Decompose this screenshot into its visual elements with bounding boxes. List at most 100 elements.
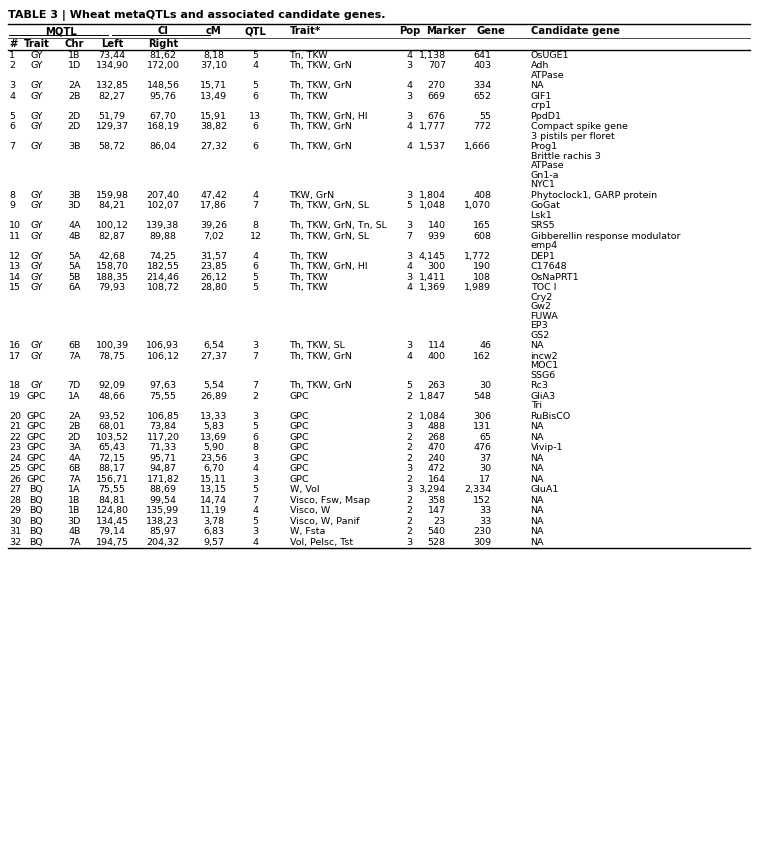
Text: 1,777: 1,777 (418, 122, 446, 132)
Text: 100,12: 100,12 (96, 221, 129, 230)
Text: 676: 676 (428, 112, 446, 120)
Text: 2D: 2D (67, 433, 81, 442)
Text: 31: 31 (9, 527, 21, 537)
Text: 15: 15 (9, 283, 21, 292)
Text: 2B: 2B (68, 422, 80, 431)
Text: Th, TKW, GrN: Th, TKW, GrN (290, 122, 352, 132)
Text: 306: 306 (473, 412, 491, 421)
Text: 106,85: 106,85 (146, 412, 180, 421)
Text: Pop: Pop (399, 26, 420, 36)
Text: Cry2: Cry2 (531, 292, 553, 302)
Text: 3: 3 (9, 81, 15, 90)
Text: 5,90: 5,90 (203, 443, 224, 452)
Text: FUWA: FUWA (531, 312, 559, 321)
Text: 6,54: 6,54 (203, 341, 224, 350)
Text: 29: 29 (9, 507, 21, 515)
Text: 131: 131 (473, 422, 491, 431)
Text: GPC: GPC (27, 392, 46, 401)
Text: ATPase: ATPase (531, 162, 564, 170)
Text: 99,54: 99,54 (149, 495, 177, 505)
Text: GY: GY (30, 262, 42, 271)
Text: 58,72: 58,72 (99, 142, 126, 151)
Text: GY: GY (30, 381, 42, 390)
Text: 707: 707 (428, 61, 446, 71)
Text: 3: 3 (252, 454, 258, 463)
Text: 3: 3 (406, 92, 412, 101)
Text: 3 pistils per floret: 3 pistils per floret (531, 132, 614, 141)
Text: 3,78: 3,78 (203, 517, 224, 525)
Text: 81,62: 81,62 (149, 51, 177, 59)
Text: 124,80: 124,80 (96, 507, 129, 515)
Text: Th, TKW: Th, TKW (290, 92, 328, 101)
Text: 268: 268 (428, 433, 446, 442)
Text: 7: 7 (252, 495, 258, 505)
Text: 92,09: 92,09 (99, 381, 126, 390)
Text: 8: 8 (9, 191, 15, 200)
Text: 1B: 1B (68, 51, 80, 59)
Text: 138,23: 138,23 (146, 517, 180, 525)
Text: Gibberellin response modulator: Gibberellin response modulator (531, 231, 680, 241)
Text: 7D: 7D (67, 381, 81, 390)
Text: GY: GY (30, 61, 42, 71)
Text: 3: 3 (406, 341, 412, 350)
Text: 194,75: 194,75 (96, 538, 129, 547)
Text: 3: 3 (406, 252, 412, 261)
Text: NA: NA (531, 341, 544, 350)
Text: Rc3: Rc3 (531, 381, 549, 390)
Text: 33: 33 (479, 507, 491, 515)
Text: Adh: Adh (531, 61, 549, 71)
Text: SSG6: SSG6 (531, 371, 556, 380)
Text: NA: NA (531, 538, 544, 547)
Text: GoGat: GoGat (531, 201, 560, 210)
Text: 5: 5 (252, 485, 258, 494)
Text: 108,72: 108,72 (146, 283, 180, 292)
Text: 1A: 1A (68, 392, 80, 401)
Text: 3D: 3D (67, 517, 81, 525)
Text: Th, TKW, GrN, HI: Th, TKW, GrN, HI (290, 112, 368, 120)
Text: 7: 7 (252, 381, 258, 390)
Text: 13: 13 (9, 262, 21, 271)
Text: Brittle rachis 3: Brittle rachis 3 (531, 151, 600, 161)
Text: Visco, W: Visco, W (290, 507, 330, 515)
Text: 152: 152 (473, 495, 491, 505)
Text: 103,52: 103,52 (96, 433, 129, 442)
Text: 25: 25 (9, 464, 21, 473)
Text: 86,04: 86,04 (149, 142, 177, 151)
Text: 3: 3 (406, 485, 412, 494)
Text: 270: 270 (428, 81, 446, 90)
Text: 4B: 4B (68, 231, 80, 241)
Text: Gene: Gene (477, 26, 506, 36)
Text: NA: NA (531, 527, 544, 537)
Text: Th, TKW, GrN, HI: Th, TKW, GrN, HI (290, 262, 368, 271)
Text: 11,19: 11,19 (200, 507, 227, 515)
Text: GPC: GPC (27, 475, 46, 483)
Text: 100,39: 100,39 (96, 341, 129, 350)
Text: 182,55: 182,55 (146, 262, 180, 271)
Text: ATPase: ATPase (531, 71, 564, 80)
Text: 2: 2 (406, 495, 412, 505)
Text: 15,71: 15,71 (200, 81, 227, 90)
Text: 4: 4 (406, 51, 412, 59)
Text: GPC: GPC (27, 412, 46, 421)
Text: 23,85: 23,85 (200, 262, 227, 271)
Text: Tn, TKW: Tn, TKW (290, 51, 328, 59)
Text: 10: 10 (9, 221, 21, 230)
Text: 68,01: 68,01 (99, 422, 126, 431)
Text: NA: NA (531, 454, 544, 463)
Text: 528: 528 (428, 538, 446, 547)
Text: 74,25: 74,25 (149, 252, 177, 261)
Text: 4,145: 4,145 (418, 252, 446, 261)
Text: 2D: 2D (67, 122, 81, 132)
Text: 4A: 4A (68, 454, 80, 463)
Text: Th, TKW, GrN: Th, TKW, GrN (290, 381, 352, 390)
Text: 67,70: 67,70 (149, 112, 177, 120)
Text: 5: 5 (252, 422, 258, 431)
Text: 30: 30 (479, 464, 491, 473)
Text: 72,15: 72,15 (99, 454, 126, 463)
Text: GY: GY (30, 231, 42, 241)
Text: 1,070: 1,070 (464, 201, 491, 210)
Text: GY: GY (30, 142, 42, 151)
Text: Lsk1: Lsk1 (531, 211, 553, 220)
Text: 548: 548 (473, 392, 491, 401)
Text: GPC: GPC (290, 412, 309, 421)
